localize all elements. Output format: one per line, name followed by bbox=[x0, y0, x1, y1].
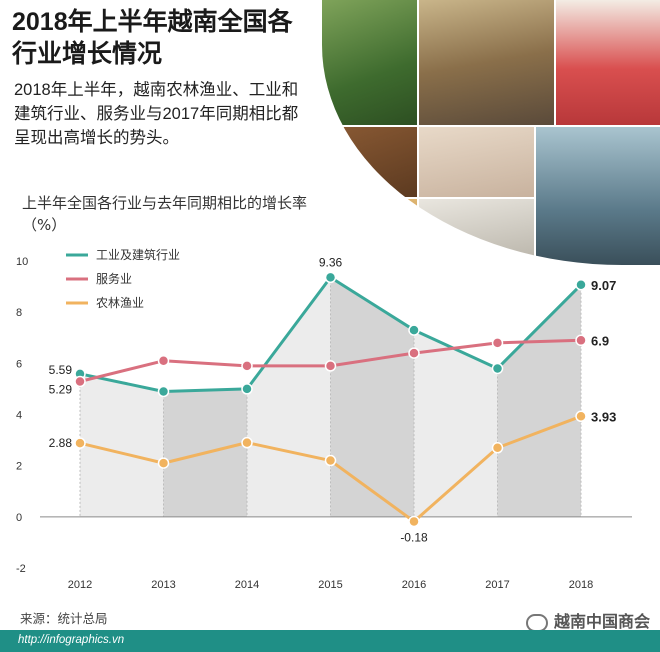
chart-band-2 bbox=[247, 277, 331, 517]
watermark-text: 越南中国商会 bbox=[553, 612, 650, 631]
chart-point-1-5 bbox=[491, 337, 504, 349]
chart-band-5 bbox=[497, 284, 581, 517]
growth-line-chart: 10 8 6 4 2 0 -2 2012 2013 2014 2015 2016 2017 2018 工业及… bbox=[16, 247, 632, 591]
chart-point-2-0 bbox=[74, 437, 86, 449]
chart-data-label: 6.9 bbox=[591, 333, 609, 348]
chart-ytick-label: 2 bbox=[16, 461, 22, 473]
forest-photo bbox=[322, 0, 417, 125]
wood-photo bbox=[322, 199, 417, 265]
source-note: 来源：统计总局 bbox=[20, 611, 108, 626]
chart-xtick-label: 2013 bbox=[151, 579, 175, 591]
chart-point-2-1 bbox=[157, 457, 170, 469]
chart-data-label: 2.88 bbox=[49, 436, 73, 450]
intro-text: 2018年上半年，越南农林渔业、工业和建筑行业、服务业与2017年同期相比都呈现… bbox=[14, 81, 299, 147]
photo-collage bbox=[322, 0, 660, 265]
watermark: 越南中国商会 bbox=[525, 608, 650, 632]
page-title: 2018年上半年越南全国各行业增长情况 bbox=[12, 8, 293, 68]
chart-point-2-6 bbox=[575, 410, 587, 423]
chart-point-2-5 bbox=[491, 442, 504, 454]
chart-xtick-label: 2018 bbox=[569, 579, 593, 591]
chart-point-0-4 bbox=[408, 324, 420, 336]
chart-data-label: 5.29 bbox=[49, 382, 73, 396]
coffee-photo bbox=[322, 127, 417, 197]
chart-band-0 bbox=[80, 373, 164, 517]
footer-bar bbox=[0, 630, 660, 652]
chart-point-1-2 bbox=[241, 360, 253, 372]
chart-point-2-3 bbox=[324, 454, 337, 467]
factory-photo bbox=[536, 127, 660, 265]
chart-point-0-1 bbox=[157, 385, 170, 398]
chart-point-1-4 bbox=[408, 347, 420, 359]
chart-point-2-2 bbox=[241, 436, 253, 449]
chart-ytick-label: 6 bbox=[16, 358, 22, 370]
chart-title: 上半年全国各行业与去年同期相比的增长率（%） bbox=[22, 194, 308, 234]
chart-point-1-3 bbox=[324, 360, 337, 372]
chart-point-1-0 bbox=[74, 375, 86, 388]
chart-xtick-label: 2017 bbox=[485, 579, 509, 591]
chart-ytick-label: 4 bbox=[16, 410, 22, 422]
chart-point-0-2 bbox=[241, 383, 253, 395]
chart-point-2-4 bbox=[408, 515, 420, 528]
chart-point-1-1 bbox=[157, 355, 170, 367]
chart-ytick-label: 8 bbox=[16, 307, 22, 319]
legend-label-0: 工业及建筑行业 bbox=[96, 247, 180, 262]
chat-icon bbox=[525, 613, 548, 632]
chart-band-3 bbox=[330, 277, 414, 517]
construction-photo bbox=[419, 0, 554, 125]
service-photo bbox=[556, 0, 660, 125]
chart-point-0-6 bbox=[575, 279, 587, 291]
chart-xtick-label: 2015 bbox=[318, 579, 342, 591]
chart-data-label: 9.07 bbox=[591, 278, 616, 293]
chart-data-label: 5.59 bbox=[49, 363, 73, 377]
fish-photo bbox=[419, 127, 534, 197]
chart-ytick-label: 0 bbox=[16, 512, 22, 524]
chart-point-1-6 bbox=[575, 334, 587, 347]
legend-label-2: 农林渔业 bbox=[96, 296, 144, 310]
chart-ytick-label: -2 bbox=[16, 563, 26, 575]
chart-point-0-3 bbox=[324, 271, 337, 284]
chart-xtick-label: 2012 bbox=[68, 579, 92, 591]
footer-url-link[interactable]: http://infographics.vn bbox=[18, 634, 125, 646]
legend-label-1: 服务业 bbox=[96, 271, 132, 286]
chart-band-4 bbox=[414, 330, 498, 517]
chart-data-label: -0.18 bbox=[400, 530, 428, 544]
chart-data-label: 3.93 bbox=[591, 409, 616, 424]
chart-point-0-5 bbox=[491, 362, 504, 375]
chart-xtick-label: 2016 bbox=[402, 579, 426, 591]
rice-photo bbox=[419, 199, 534, 265]
chart-xtick-label: 2014 bbox=[235, 579, 259, 591]
chart-data-label: 9.36 bbox=[319, 255, 343, 269]
chart-ytick-label: 10 bbox=[16, 256, 28, 268]
